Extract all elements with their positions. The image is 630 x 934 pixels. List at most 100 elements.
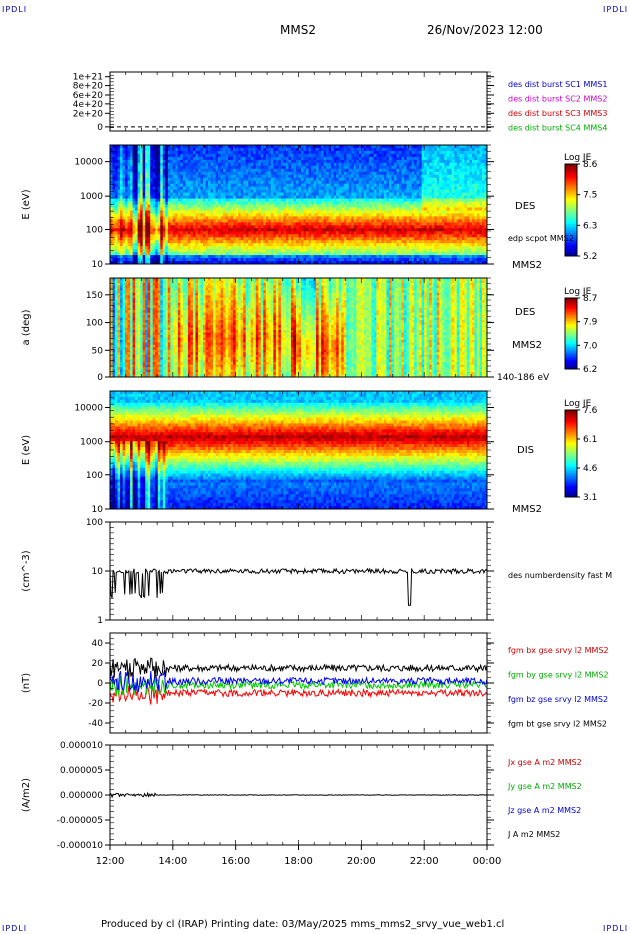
spectrogram-cell [258,249,261,252]
spectrogram-cell [115,219,118,222]
spectrogram-cell [394,237,397,240]
spectrogram-cell [364,228,367,231]
spectrogram-cell [195,169,198,172]
spectrogram-cell [364,219,367,222]
spectrogram-cell [346,178,349,181]
spectrogram-cell [271,213,274,216]
spectrogram-cell [379,205,382,208]
spectrogram-cell [359,154,362,157]
spectrogram-cell [253,202,256,205]
spectrogram-cell [409,210,412,213]
spectrogram-cell [135,207,138,210]
spectrogram-cell [366,210,369,213]
spectrogram-cell [155,210,158,213]
spectrogram-cell [341,240,344,243]
spectrogram-cell [241,184,244,187]
spectrogram-cell [311,154,314,157]
spectrogram-cell [316,225,319,228]
spectrogram-cell [414,157,417,160]
spectrogram-cell [414,193,417,196]
spectrogram-cell [319,175,322,178]
spectrogram-cell [135,202,138,205]
spectrogram-cell [281,169,284,172]
spectrogram-cell [309,243,312,246]
spectrogram-cell [371,252,374,255]
spectrogram-cell [218,178,221,181]
spectrogram-cell [351,151,354,154]
spectrogram-cell [263,166,266,169]
spectrogram-cell [356,219,359,222]
spectrogram-cell [188,199,191,202]
spectrogram-cell [133,213,136,216]
spectrogram-cell [183,151,186,154]
spectrogram-cell [359,181,362,184]
spectrogram-cell [268,255,271,258]
spectrogram-cell [140,243,143,246]
spectrogram-cell [376,148,379,151]
spectrogram-cell [391,196,394,199]
spectrogram-cell [180,190,183,193]
spectrogram-cell [213,199,216,202]
spectrogram-cell [386,172,389,175]
spectrogram-cell [135,190,138,193]
spectrogram-cell [233,196,236,199]
spectrogram-cell [371,243,374,246]
spectrogram-cell [351,166,354,169]
spectrogram-cell [399,196,402,199]
spectrogram-cell [369,249,372,252]
spectrogram-cell [190,216,193,219]
spectrogram-cell [183,154,186,157]
spectrogram-cell [178,178,181,181]
spectrogram-cell [231,225,234,228]
spectrogram-cell [266,148,269,151]
spectrogram-cell [261,154,264,157]
spectrogram-cell [417,258,420,261]
spectrogram-cell [273,196,276,199]
spectrogram-cell [208,163,211,166]
spectrogram-cell [384,190,387,193]
spectrogram-cell [374,252,377,255]
spectrogram-cell [389,166,392,169]
spectrogram-cell [206,169,209,172]
spectrogram-cell [253,196,256,199]
spectrogram-cell [211,228,214,231]
spectrogram-cell [133,175,136,178]
spectrogram-cell [386,202,389,205]
spectrogram-cell [399,178,402,181]
spectrogram-cell [231,234,234,237]
spectrogram-cell [185,210,188,213]
spectrogram-cell [173,145,176,148]
spectrogram-cell [417,166,420,169]
spectrogram-cell [120,205,123,208]
spectrogram-cell [394,228,397,231]
spectrogram-cell [296,172,299,175]
spectrogram-cell [293,160,296,163]
spectrogram-cell [414,169,417,172]
spectrogram-cell [341,145,344,148]
spectrogram-cell [190,181,193,184]
spectrogram-cell [148,255,151,258]
spectrogram-cell [113,219,116,222]
spectrogram-cell [351,213,354,216]
spectrogram-cell [346,216,349,219]
spectrogram-cell [150,148,153,151]
spectrogram-cell [376,222,379,225]
spectrogram-cell [221,175,224,178]
spectrogram-cell [218,243,221,246]
spectrogram-cell [256,249,259,252]
spectrogram-cell [364,231,367,234]
spectrogram-cell [263,205,266,208]
spectrogram-cell [180,225,183,228]
spectrogram-cell [175,246,178,249]
spectrogram-cell [324,252,327,255]
spectrogram-cell [304,199,307,202]
spectrogram-cell [374,169,377,172]
spectrogram-cell [309,237,312,240]
spectrogram-cell [221,196,224,199]
spectrogram-cell [399,169,402,172]
spectrogram-cell [304,207,307,210]
spectrogram-cell [155,160,158,163]
spectrogram-cell [299,210,302,213]
spectrogram-cell [198,151,201,154]
spectrogram-cell [173,202,176,205]
